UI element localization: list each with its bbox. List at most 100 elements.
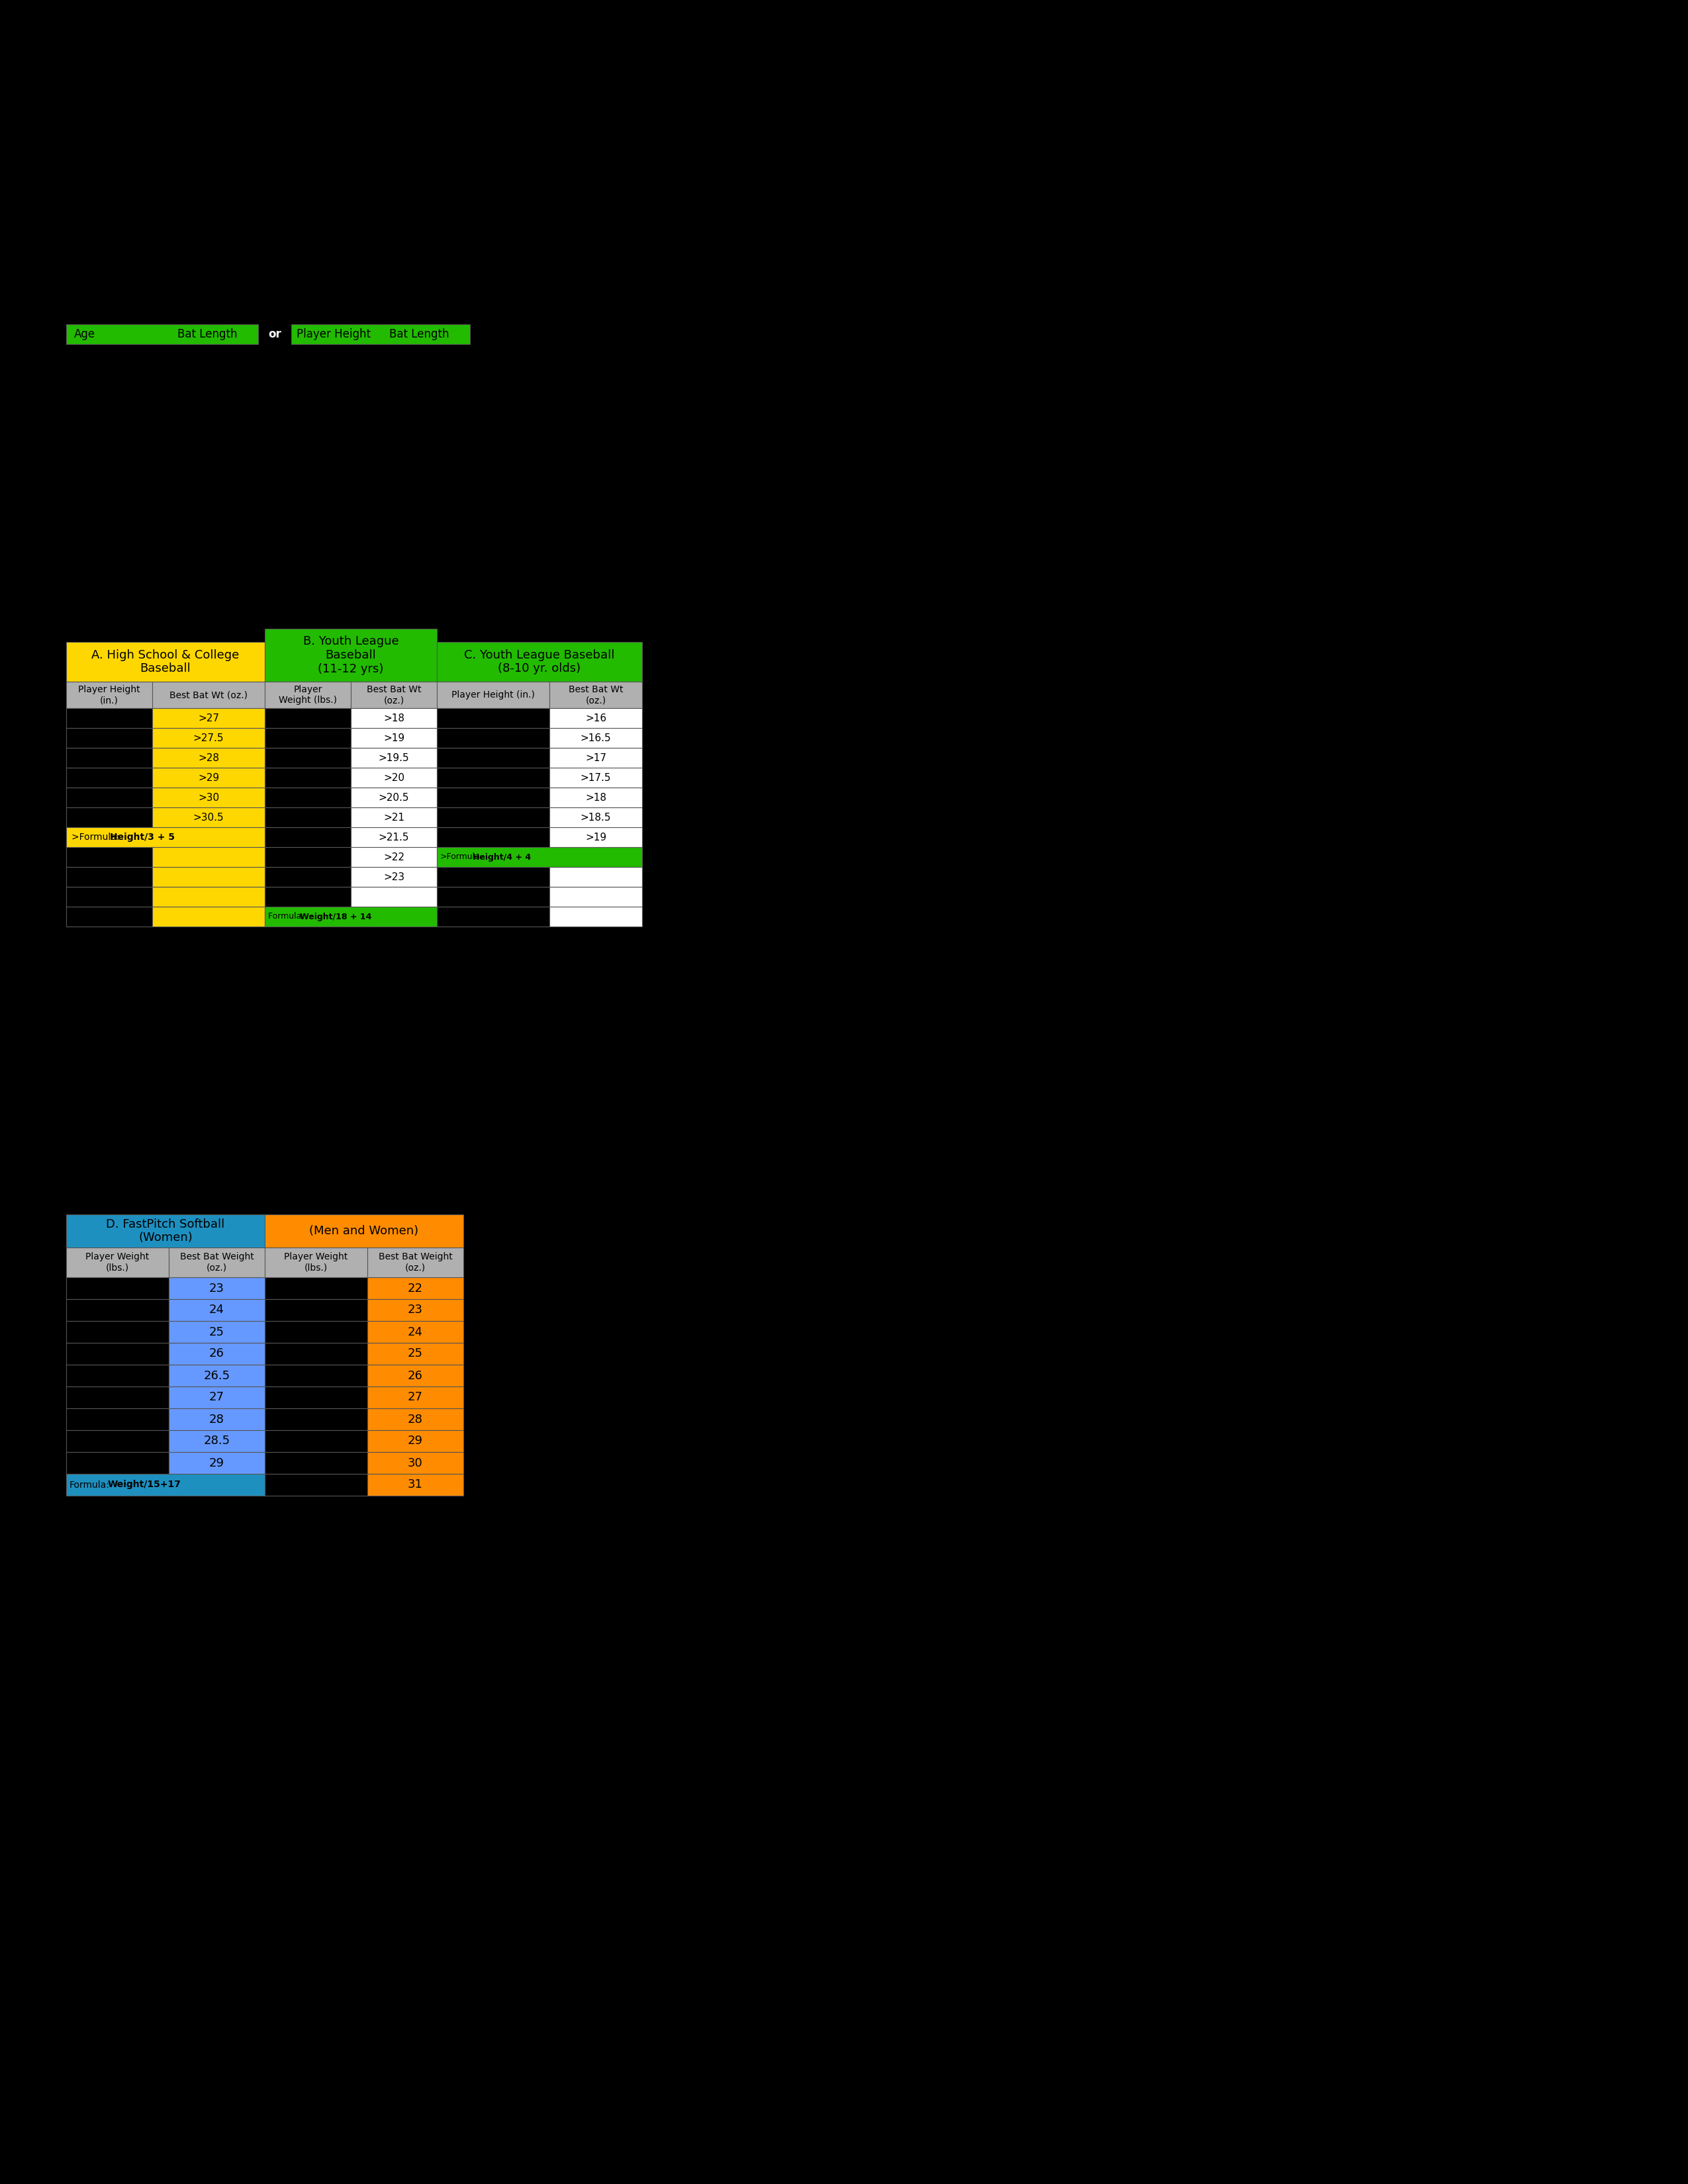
Text: >27: >27 <box>197 714 219 723</box>
Text: 28: 28 <box>209 1413 225 1426</box>
Bar <box>152 727 265 747</box>
Text: 26: 26 <box>408 1369 424 1382</box>
Bar <box>66 708 152 727</box>
Bar <box>265 1214 464 1247</box>
Bar <box>265 828 351 847</box>
Text: 26: 26 <box>209 1348 225 1361</box>
Text: >19: >19 <box>383 734 405 743</box>
Bar <box>152 808 265 828</box>
Text: Age: Age <box>74 328 96 341</box>
Bar <box>351 727 437 747</box>
Bar <box>66 747 152 769</box>
Bar <box>368 1278 464 1299</box>
Bar <box>368 1299 464 1321</box>
Bar <box>549 808 641 828</box>
Bar <box>351 887 437 906</box>
Bar <box>549 769 641 788</box>
Text: Player
Weight (lbs.): Player Weight (lbs.) <box>279 686 338 705</box>
Bar <box>265 1474 368 1496</box>
Bar <box>152 769 265 788</box>
Text: Player Weight
(lbs.): Player Weight (lbs.) <box>284 1251 348 1273</box>
Bar <box>66 1321 169 1343</box>
Bar <box>351 867 437 887</box>
Text: Player Weight
(lbs.): Player Weight (lbs.) <box>86 1251 149 1273</box>
Bar <box>437 788 549 808</box>
Bar <box>437 769 549 788</box>
Bar <box>66 1247 169 1278</box>
Bar <box>265 1431 368 1452</box>
Text: Player Height
(in.): Player Height (in.) <box>78 686 140 705</box>
Bar <box>549 828 641 847</box>
Bar <box>549 708 641 727</box>
Bar <box>265 1321 368 1343</box>
Text: >21: >21 <box>383 812 405 823</box>
Text: Player Height: Player Height <box>297 328 371 341</box>
Text: 27: 27 <box>209 1391 225 1404</box>
Text: >27.5: >27.5 <box>192 734 225 743</box>
Bar <box>265 1387 368 1409</box>
Bar <box>265 847 351 867</box>
Bar <box>66 867 152 887</box>
Text: Best Bat Weight
(oz.): Best Bat Weight (oz.) <box>181 1251 253 1273</box>
Bar <box>549 788 641 808</box>
Bar <box>368 1474 464 1496</box>
Bar <box>66 1214 265 1247</box>
Bar <box>437 828 549 847</box>
Bar <box>368 1409 464 1431</box>
Bar <box>437 642 641 681</box>
Text: Bat Length: Bat Length <box>390 328 449 341</box>
Bar <box>368 1321 464 1343</box>
Bar <box>265 906 437 926</box>
Text: Height/4 + 4: Height/4 + 4 <box>473 852 532 860</box>
Bar <box>265 1278 368 1299</box>
Text: >20.5: >20.5 <box>378 793 408 802</box>
Text: 24: 24 <box>209 1304 225 1317</box>
Bar <box>437 681 549 708</box>
Bar <box>169 1247 265 1278</box>
Bar <box>549 867 641 887</box>
Bar <box>351 708 437 727</box>
Bar <box>437 847 641 867</box>
Bar <box>437 867 549 887</box>
Text: 30: 30 <box>408 1457 424 1470</box>
Bar <box>169 1431 265 1452</box>
Bar <box>66 681 152 708</box>
Bar <box>265 769 351 788</box>
Bar <box>549 747 641 769</box>
Bar <box>66 788 152 808</box>
Text: >30: >30 <box>197 793 219 802</box>
Text: >16.5: >16.5 <box>581 734 611 743</box>
Bar <box>549 887 641 906</box>
Bar <box>66 887 152 906</box>
Text: 23: 23 <box>408 1304 424 1317</box>
Bar <box>265 867 351 887</box>
Text: 23: 23 <box>209 1282 225 1295</box>
Text: >22: >22 <box>383 852 405 863</box>
Text: 22: 22 <box>408 1282 424 1295</box>
Bar <box>292 323 469 345</box>
Text: A. High School & College
Baseball: A. High School & College Baseball <box>91 649 240 675</box>
Bar <box>66 828 265 847</box>
Bar <box>152 847 265 867</box>
Bar <box>265 629 437 681</box>
Text: Bat Length: Bat Length <box>177 328 238 341</box>
Text: 28.5: 28.5 <box>204 1435 230 1448</box>
Text: Formula:: Formula: <box>69 1481 110 1489</box>
Text: >23: >23 <box>383 871 405 882</box>
Bar <box>66 1474 265 1496</box>
Bar <box>66 1299 169 1321</box>
Text: >29: >29 <box>197 773 219 782</box>
Bar <box>265 1299 368 1321</box>
Bar <box>169 1343 265 1365</box>
Text: Weight/15+17: Weight/15+17 <box>108 1481 181 1489</box>
Text: >18: >18 <box>383 714 405 723</box>
Bar <box>549 906 641 926</box>
Bar <box>66 847 152 867</box>
Bar <box>66 1278 169 1299</box>
Bar <box>66 1387 169 1409</box>
Text: >19: >19 <box>586 832 606 843</box>
Text: Player Height (in.): Player Height (in.) <box>451 690 535 699</box>
Bar <box>66 769 152 788</box>
Bar <box>351 847 437 867</box>
Bar <box>437 887 549 906</box>
